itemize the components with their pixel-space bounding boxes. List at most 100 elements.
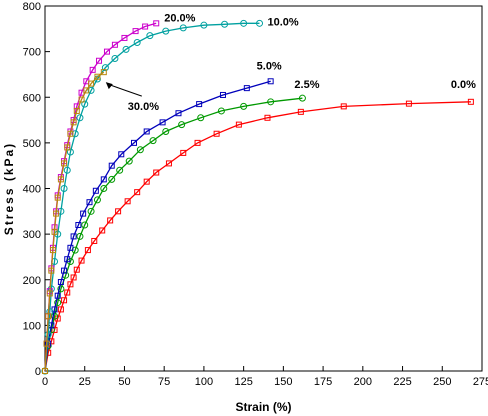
series-line [44,97,303,372]
data-point [64,289,71,296]
y-tick-label: 300 [23,229,41,241]
data-point [146,32,154,40]
data-point [88,80,95,87]
data-point [91,237,98,244]
data-point [213,130,220,137]
data-point [153,20,160,27]
data-point [240,102,248,110]
series-5.0% [42,78,274,374]
data-point [107,217,114,224]
data-point [115,208,122,215]
data-point [46,308,54,316]
data-point [51,312,59,320]
data-point [53,210,60,217]
data-point [42,368,48,374]
data-point [178,121,186,129]
y-tick-label: 400 [23,184,41,196]
data-point [235,121,242,128]
data-point [73,266,80,273]
data-point [194,139,201,146]
data-point [70,119,77,126]
x-tick-label: 275 [473,376,488,388]
data-point [180,149,187,156]
y-tick-label: 600 [23,92,41,104]
data-point [125,157,133,165]
data-point [87,207,95,215]
data-point [103,48,110,55]
data-point [54,194,61,201]
data-point [200,21,208,29]
x-tick-label: 200 [354,376,372,388]
x-tick-label: 175 [314,376,332,388]
data-point [196,101,203,108]
series-10.0% [41,19,264,375]
data-point [45,313,52,320]
data-point [84,247,91,254]
data-point [162,27,170,35]
data-point [100,185,108,192]
y-tick-label: 500 [23,138,41,150]
data-point [111,54,119,62]
data-point [57,285,65,293]
series-label: 20.0% [164,12,195,24]
data-point [121,34,128,41]
series-labels: 20.0% 10.0% 5.0% 2.5% 0.0% 30.0% [105,12,476,113]
annotation-arrow [107,83,142,97]
data-point [66,148,74,156]
data-point [118,151,125,158]
series-label: 0.0% [451,79,476,91]
data-point [80,210,87,217]
y-tick-label: 100 [23,320,41,332]
y-tick-label: 0 [35,366,41,378]
data-point [64,144,71,151]
data-point [51,228,58,235]
data-point [111,41,118,48]
data-point [78,96,85,103]
data-point [63,166,71,174]
data-point [162,127,170,135]
data-point [136,146,144,154]
data-point [75,222,82,228]
data-point [124,198,131,205]
data-point [96,57,103,64]
x-tick-label: 225 [393,376,411,388]
data-point [264,114,271,121]
data-point [143,128,150,135]
data-point [67,244,74,251]
data-point [78,257,85,264]
data-point [48,267,55,274]
data-point [267,98,275,106]
data-point [153,169,160,176]
data-point [94,73,101,80]
data-point [76,232,84,240]
y-tick-label: 700 [23,47,41,59]
data-point [165,160,172,167]
y-axis-label: Stress (kPa) [2,142,16,235]
y-tick-label: 200 [23,275,41,287]
x-tick-label: 0 [42,376,48,388]
series-label: 5.0% [257,60,282,72]
data-point [83,87,90,94]
data-point [240,19,248,27]
annotation-arrowhead [105,82,113,90]
data-point [122,45,130,53]
data-point [108,175,116,183]
data-point [405,100,412,107]
data-point [267,78,274,85]
data-point [130,139,137,146]
series-line [44,101,471,372]
data-point [134,189,141,196]
data-point [57,306,64,313]
y-tick-label: 800 [23,1,41,13]
data-point [81,100,89,108]
series-label: 2.5% [294,79,319,91]
data-point [179,24,187,32]
data-point [175,110,182,117]
data-point [81,221,89,229]
data-point [108,162,115,169]
data-point [100,176,107,183]
x-tick-label: 150 [274,376,292,388]
data-point [86,199,93,206]
series-line [44,80,271,372]
